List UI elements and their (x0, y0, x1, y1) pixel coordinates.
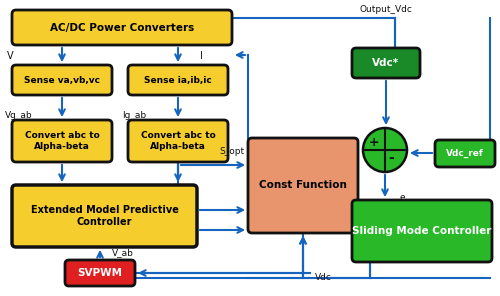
Text: V: V (7, 51, 14, 61)
FancyBboxPatch shape (12, 10, 232, 45)
Text: Convert abc to
Alpha-beta: Convert abc to Alpha-beta (24, 131, 100, 151)
FancyBboxPatch shape (12, 65, 112, 95)
Text: Extended Model Predictive
Controller: Extended Model Predictive Controller (30, 205, 178, 227)
Text: AC/DC Power Converters: AC/DC Power Converters (50, 22, 194, 33)
Text: SVPWM: SVPWM (78, 268, 122, 278)
Text: Vdc: Vdc (315, 274, 332, 282)
Text: V_ab: V_ab (112, 249, 134, 258)
Text: Vg_ab: Vg_ab (5, 110, 32, 120)
Text: Sense va,vb,vc: Sense va,vb,vc (24, 75, 100, 84)
FancyBboxPatch shape (435, 140, 495, 167)
FancyBboxPatch shape (12, 120, 112, 162)
FancyBboxPatch shape (352, 48, 420, 78)
Text: Vdc_ref: Vdc_ref (446, 149, 484, 158)
Text: Convert abc to
Alpha-beta: Convert abc to Alpha-beta (140, 131, 216, 151)
FancyBboxPatch shape (65, 260, 135, 286)
FancyBboxPatch shape (248, 138, 358, 233)
FancyBboxPatch shape (352, 200, 492, 262)
FancyBboxPatch shape (128, 120, 228, 162)
Text: Const Function: Const Function (259, 181, 347, 191)
Text: Vdc*: Vdc* (372, 58, 400, 68)
FancyBboxPatch shape (128, 65, 228, 95)
Text: Output_Vdc: Output_Vdc (360, 6, 413, 15)
Text: -: - (388, 151, 394, 165)
Text: I: I (200, 51, 203, 61)
Text: Sliding Mode Controller: Sliding Mode Controller (352, 226, 492, 236)
Text: +: + (368, 136, 380, 149)
Text: e: e (400, 194, 406, 202)
Text: S_opt: S_opt (220, 147, 245, 157)
Text: Ig_ab: Ig_ab (122, 110, 146, 120)
Circle shape (363, 128, 407, 172)
Text: Sense ia,ib,ic: Sense ia,ib,ic (144, 75, 212, 84)
FancyBboxPatch shape (12, 185, 197, 247)
